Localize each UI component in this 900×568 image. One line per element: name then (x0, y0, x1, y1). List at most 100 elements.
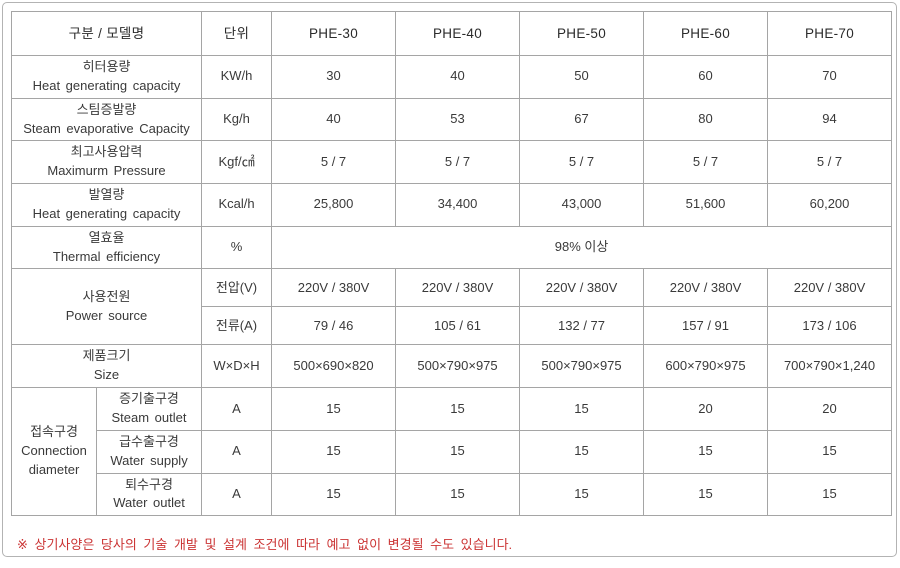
row-label: 제품크기 Size (10, 344, 203, 389)
row-label-ko: 발열량 (88, 187, 125, 203)
model-header-cell: PHE-40 (395, 11, 521, 56)
unit-cell: 전류(A) (201, 306, 273, 346)
row-label: 접속구경 Connection diameter (11, 387, 97, 517)
unit-cell: A (201, 387, 273, 431)
value-cell: 51,600 (643, 183, 769, 227)
value-cell: 220V / 380V (767, 268, 893, 308)
row-label-en: Size (93, 367, 120, 383)
row-label-ko: 사용전원 (82, 289, 131, 305)
sub-label: 증기출구경 Steam outlet (95, 387, 203, 431)
value-cell: 25,800 (271, 183, 397, 227)
sub-label-en: Water supply (110, 452, 188, 468)
value-cell: 50 (519, 55, 645, 99)
row-label-en: Connection diameter (21, 443, 87, 478)
unit-cell: A (201, 472, 273, 517)
value-cell: 43,000 (519, 183, 645, 227)
row-label-en: Power source (65, 307, 148, 323)
value-cell: 70 (767, 55, 893, 99)
value-cell: 500×690×820 (271, 344, 397, 389)
value-cell: 5 / 7 (395, 140, 521, 185)
table-row-pressure: 최고사용압력 Maximurm Pressure Kgf/㎠ 5 / 7 5 /… (10, 140, 893, 185)
unit-cell: KW/h (201, 55, 273, 99)
header-row: 구분 / 모델명 단위 PHE-30 PHE-40 PHE-50 PHE-60 … (10, 11, 893, 56)
table-row-water-outlet: 퇴수구경 Water outlet A 15 15 15 15 15 (12, 472, 893, 517)
table-row-steam-outlet: 접속구경 Connection diameter 증기출구경 Steam out… (11, 387, 893, 517)
model-header-cell: PHE-70 (767, 11, 893, 56)
value-cell: 15 (767, 472, 893, 517)
value-cell: 15 (271, 472, 397, 517)
value-cell: 60 (643, 55, 769, 99)
value-cell: 67 (519, 97, 645, 142)
unit-cell: % (201, 225, 273, 270)
row-label: 사용전원 Power source (10, 268, 203, 346)
sub-label: 퇴수구경 Water outlet (95, 472, 203, 517)
unit-cell: 전압(V) (201, 268, 273, 308)
row-label-en: Thermal efficiency (52, 248, 161, 264)
value-cell: 40 (395, 55, 521, 99)
sub-label-en: Steam outlet (111, 409, 187, 425)
value-cell: 60,200 (767, 183, 893, 227)
row-label-en: Heat generating capacity (32, 77, 181, 93)
row-label-ko: 제품크기 (82, 348, 131, 364)
value-cell: 15 (271, 429, 397, 474)
row-label-ko: 스팀증발량 (76, 101, 137, 117)
value-cell: 53 (395, 97, 521, 142)
model-header-cell: PHE-30 (271, 11, 397, 56)
value-cell: 15 (395, 429, 521, 474)
value-cell: 220V / 380V (395, 268, 521, 308)
table-row-size: 제품크기 Size W×D×H 500×690×820 500×790×975 … (10, 344, 893, 389)
value-cell: 600×790×975 (643, 344, 769, 389)
row-label-en: Steam evaporative Capacity (23, 120, 190, 136)
row-label: 최고사용압력 Maximurm Pressure (10, 140, 203, 185)
value-cell: 173 / 106 (767, 306, 893, 346)
table-row-water-supply: 급수출구경 Water supply A 15 15 15 15 15 (12, 429, 893, 474)
value-cell: 15 (271, 387, 397, 431)
value-cell: 15 (643, 472, 769, 517)
unit-header-cell: 단위 (201, 11, 273, 56)
row-label-ko: 열효율 (88, 229, 125, 245)
value-cell: 94 (767, 97, 893, 142)
value-cell: 40 (271, 97, 397, 142)
value-cell: 79 / 46 (271, 306, 397, 346)
spec-table: 구분 / 모델명 단위 PHE-30 PHE-40 PHE-50 PHE-60 … (10, 11, 893, 517)
value-cell: 5 / 7 (643, 140, 769, 185)
value-cell: 220V / 380V (271, 268, 397, 308)
value-cell: 132 / 77 (519, 306, 645, 346)
row-label-ko: 접속구경 (30, 424, 78, 440)
table-row-heater: 히터용량 Heat generating capacity KW/h 30 40… (10, 55, 893, 99)
value-cell: 15 (519, 387, 645, 431)
sub-label-en: Water outlet (113, 495, 185, 511)
sub-label-ko: 증기출구경 (119, 391, 179, 407)
model-header-cell: PHE-60 (643, 11, 769, 56)
value-cell: 15 (519, 472, 645, 517)
value-cell: 157 / 91 (643, 306, 769, 346)
value-cell: 15 (643, 429, 769, 474)
value-cell: 15 (395, 472, 521, 517)
value-cell: 5 / 7 (767, 140, 893, 185)
row-label-en: Heat generating capacity (32, 205, 181, 221)
unit-cell: W×D×H (201, 344, 273, 389)
table-row-calorific: 발열량 Heat generating capacity Kcal/h 25,8… (10, 183, 893, 227)
row-label-en: Maximurm Pressure (47, 163, 166, 179)
value-cell: 220V / 380V (643, 268, 769, 308)
row-label-ko: 최고사용압력 (70, 144, 143, 160)
footnote-line: ※ 상기사양은 당사의 기술 개발 및 설계 조건에 따라 예고 없이 변경될 … (17, 537, 513, 553)
row-label-ko: 히터용량 (82, 59, 131, 74)
value-cell: 700×790×1,240 (767, 344, 893, 389)
row-label: 히터용량 Heat generating capacity (10, 55, 203, 99)
unit-cell: Kg/h (201, 97, 273, 142)
merged-value-cell: 98% 이상 (271, 225, 893, 270)
table-row-efficiency: 열효율 Thermal efficiency % 98% 이상 (10, 225, 893, 270)
value-cell: 5 / 7 (271, 140, 397, 185)
value-cell: 15 (519, 429, 645, 474)
table-row-power-voltage: 사용전원 Power source 전압(V) 220V / 380V 220V… (10, 268, 893, 346)
value-cell: 15 (767, 429, 893, 474)
value-cell: 220V / 380V (519, 268, 645, 308)
footnotes: ※ 상기사양은 당사의 기술 개발 및 설계 조건에 따라 예고 없이 변경될 … (17, 533, 896, 556)
value-cell: 500×790×975 (395, 344, 521, 389)
sub-label-ko: 퇴수구경 (125, 476, 173, 492)
value-cell: 20 (767, 387, 893, 431)
value-cell: 34,400 (395, 183, 521, 227)
sub-label: 급수출구경 Water supply (95, 429, 203, 474)
value-cell: 5 / 7 (519, 140, 645, 185)
